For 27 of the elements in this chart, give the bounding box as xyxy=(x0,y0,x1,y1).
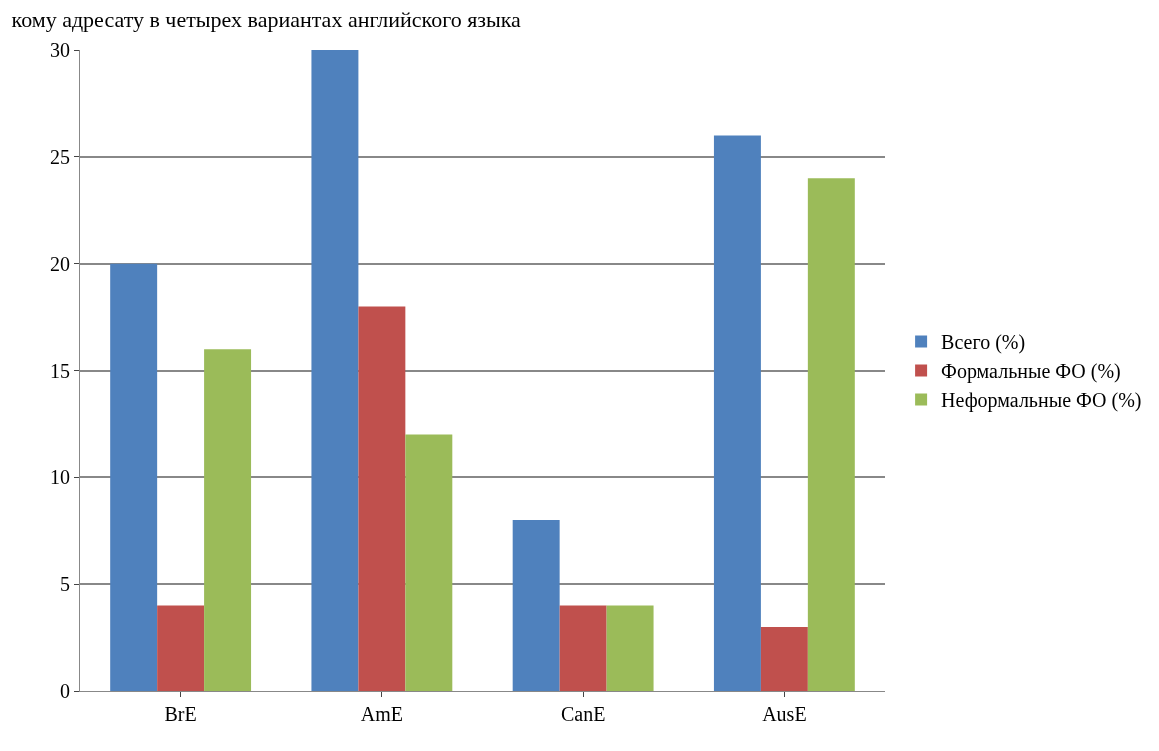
x-tick-label: BrE xyxy=(164,703,197,725)
bar xyxy=(713,135,761,691)
y-tick-label: 10 xyxy=(50,466,70,489)
bar xyxy=(358,306,406,691)
legend-label: Всего (%) xyxy=(941,331,1026,355)
legend-label: Формальные ФО (%) xyxy=(941,360,1121,384)
bar xyxy=(559,605,607,691)
x-tick-label: AusE xyxy=(762,703,807,725)
bar xyxy=(405,434,453,691)
y-tick-label: 0 xyxy=(60,680,70,702)
bar xyxy=(311,50,359,691)
bar xyxy=(760,626,808,691)
bar xyxy=(110,263,158,691)
y-tick-label: 25 xyxy=(50,145,70,168)
y-tick-label: 30 xyxy=(50,39,70,61)
chart-title: кому адресату в четырех вариантах английского языка xyxy=(11,6,522,32)
x-tick-label: AmE xyxy=(360,703,403,725)
bar xyxy=(807,178,855,691)
y-tick-label: 15 xyxy=(50,359,70,382)
bar xyxy=(157,605,205,691)
legend-label: Неформальные ФО (%) xyxy=(941,389,1142,413)
x-tick-label: CanE xyxy=(560,703,606,725)
bar xyxy=(204,349,252,691)
bar xyxy=(606,605,654,691)
bar xyxy=(512,520,560,691)
y-tick-label: 20 xyxy=(50,252,70,275)
y-tick-label: 5 xyxy=(60,573,70,596)
